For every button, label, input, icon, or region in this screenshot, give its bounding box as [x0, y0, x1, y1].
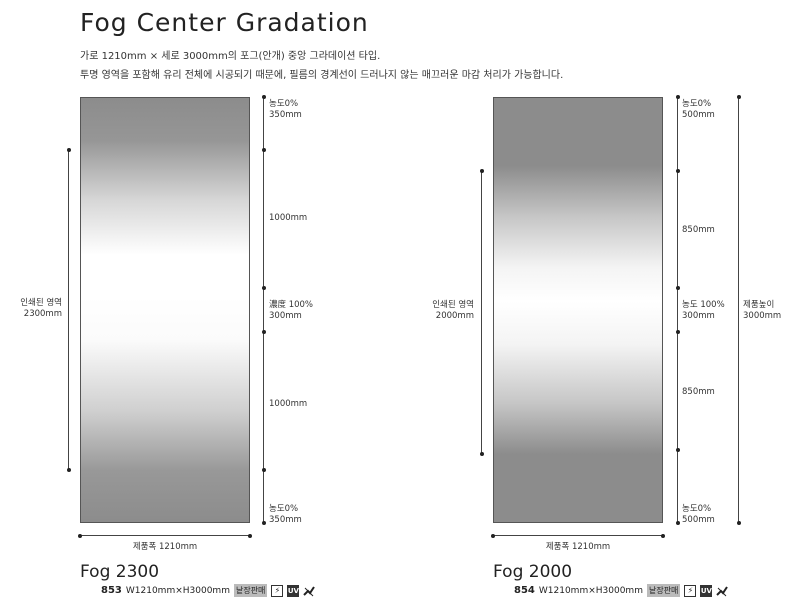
- left-model-name: Fog 2300: [80, 562, 160, 582]
- right-printed-area-title: 인쇄된 영역: [432, 300, 474, 310]
- left-seg-dot-3: [261, 286, 266, 290]
- left-mid-segment-label: 濃度 100% 300mm: [269, 300, 313, 322]
- left-top-density: 농도0%: [269, 99, 299, 109]
- right-printed-area-line: [481, 171, 482, 454]
- left-lower-length: 1000mm: [269, 399, 308, 409]
- right-width-label: 제품폭 1210mm: [545, 542, 611, 552]
- right-seg-dot-1: [675, 95, 680, 99]
- page-title: Fog Center Gradation: [80, 8, 369, 37]
- right-top-length: 500mm: [682, 110, 715, 120]
- left-seg-dot-5: [261, 468, 266, 472]
- right-upper-length: 850mm: [682, 225, 715, 235]
- description-line-1: 가로 1210mm × 세로 3000mm의 포그(안개) 중앙 그라데이션 타…: [80, 51, 381, 62]
- right-seg-dot-3: [675, 286, 680, 290]
- uv-icon: UV: [287, 584, 300, 597]
- right-total-height-line: [738, 97, 739, 523]
- right-seg-dot-4: [675, 330, 680, 334]
- fog-2000-panel: [493, 97, 663, 523]
- left-printed-area-dot-bottom: [66, 468, 71, 472]
- right-bottom-segment-label: 농도0% 500mm: [682, 504, 715, 526]
- left-width-dot-r: [248, 533, 252, 538]
- left-bottom-segment-label: 농도0% 350mm: [269, 504, 302, 526]
- right-bottom-density: 농도0%: [682, 504, 712, 514]
- right-top-density: 농도0%: [682, 99, 712, 109]
- left-product-size: W1210mm×H3000mm: [125, 585, 230, 596]
- left-seg-dot-4: [261, 330, 266, 334]
- right-mid-density: 농도 100%: [682, 300, 725, 310]
- right-width-dot-r: [661, 533, 665, 538]
- right-sale-badge: 낱장판매: [646, 584, 681, 597]
- right-spec-row: 854 W1210mm×H3000mm 낱장판매 ⚡ UV: [514, 584, 729, 597]
- right-seg-dot-5: [675, 448, 680, 452]
- right-total-dot-bottom: [736, 521, 741, 525]
- left-top-length: 350mm: [269, 110, 302, 120]
- no-scratch-icon: [303, 585, 316, 597]
- left-mid-density: 濃度 100%: [269, 300, 314, 310]
- no-scratch-icon: [716, 585, 729, 597]
- right-printed-area-label: 인쇄된 영역 2000mm: [416, 300, 474, 322]
- left-sale-badge: 낱장판매: [233, 584, 268, 597]
- description-line-2: 투명 영역을 포함해 유리 전체에 시공되기 때문에, 필름의 경계선이 드러나…: [80, 70, 564, 81]
- left-bottom-density: 농도0%: [269, 504, 299, 514]
- right-product-size: W1210mm×H3000mm: [538, 585, 643, 596]
- flash-icon: ⚡: [271, 584, 284, 597]
- right-lower-length: 850mm: [682, 387, 715, 397]
- right-total-height-label: 제품높이 3000mm: [743, 300, 781, 322]
- right-printed-area-dot-bottom: [479, 452, 484, 456]
- right-mid-length: 300mm: [682, 311, 715, 321]
- right-printed-area-value: 2000mm: [435, 311, 474, 321]
- right-printed-area-dot-top: [479, 169, 484, 173]
- left-bottom-length: 350mm: [269, 515, 302, 525]
- left-printed-area-title: 인쇄된 영역: [20, 298, 62, 308]
- left-printed-area-label: 인쇄된 영역 2300mm: [4, 298, 62, 320]
- left-top-segment-label: 농도0% 350mm: [269, 99, 302, 121]
- left-upper-length: 1000mm: [269, 213, 308, 223]
- left-product-code: 853: [101, 585, 122, 596]
- fog-2300-panel: [80, 97, 250, 523]
- right-total-height-title: 제품높이: [743, 300, 775, 310]
- right-seg-dot-6: [675, 521, 680, 525]
- left-seg-dot-6: [261, 521, 266, 525]
- right-bottom-length: 500mm: [682, 515, 715, 525]
- right-seg-dot-2: [675, 169, 680, 173]
- right-total-dot-top: [736, 95, 741, 99]
- right-model-name: Fog 2000: [493, 562, 573, 582]
- uv-icon: UV: [700, 584, 713, 597]
- left-width-label: 제품폭 1210mm: [132, 542, 198, 552]
- left-width-dot-l: [78, 533, 82, 538]
- left-segment-line: [263, 97, 264, 523]
- left-spec-row: 853 W1210mm×H3000mm 낱장판매 ⚡ UV: [101, 584, 316, 597]
- left-mid-length: 300mm: [269, 311, 302, 321]
- left-seg-dot-1: [261, 95, 266, 99]
- right-width-dot-l: [491, 533, 495, 538]
- flash-icon: ⚡: [684, 584, 697, 597]
- left-printed-area-line: [68, 150, 69, 470]
- left-printed-area-dot-top: [66, 148, 71, 152]
- left-width-line: [80, 535, 250, 536]
- left-seg-dot-2: [261, 148, 266, 152]
- right-top-segment-label: 농도0% 500mm: [682, 99, 715, 121]
- right-width-line: [493, 535, 663, 536]
- right-product-code: 854: [514, 585, 535, 596]
- right-segment-line: [677, 97, 678, 523]
- right-mid-segment-label: 농도 100% 300mm: [682, 300, 725, 322]
- left-printed-area-value: 2300mm: [23, 309, 62, 319]
- right-total-height-value: 3000mm: [743, 311, 782, 321]
